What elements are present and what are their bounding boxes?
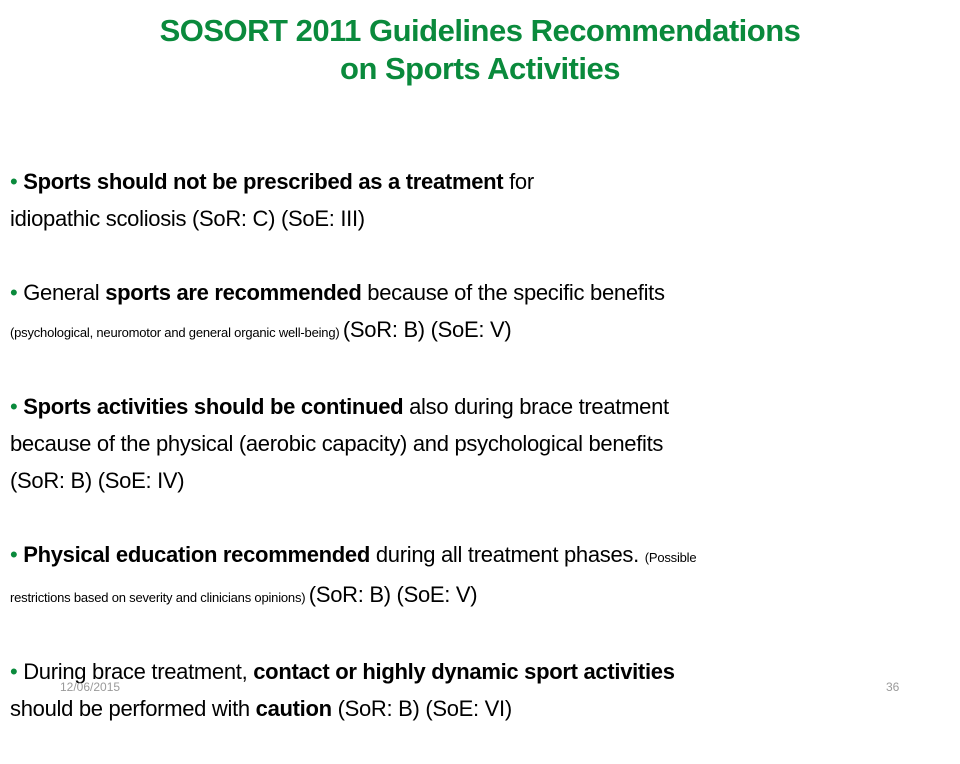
bullet-dot-icon: • bbox=[10, 394, 24, 419]
bold-text: caution bbox=[255, 696, 332, 721]
bullet-line: • General sports are recommended because… bbox=[10, 274, 950, 311]
bullet-line: (SoR: B) (SoE: IV) bbox=[10, 462, 950, 499]
text: during all treatment phases. bbox=[370, 542, 645, 567]
text: (SoR: B) (SoE: VI) bbox=[331, 696, 513, 721]
bold-text: sports are recommended bbox=[105, 280, 362, 305]
text: because of the specific benefits bbox=[361, 280, 665, 305]
bullet-dot-icon: • bbox=[10, 542, 24, 567]
bullet-line: • Sports activities should be continued … bbox=[10, 388, 950, 425]
small-text: (Possible bbox=[644, 550, 697, 565]
bullet-item: • Sports should not be prescribed as a t… bbox=[10, 163, 950, 237]
slide-title: SOSORT 2011 Guidelines Recommendations o… bbox=[0, 12, 960, 88]
bold-text: Sports activities should be continued bbox=[23, 394, 404, 419]
bullet-dot-icon: • bbox=[10, 659, 24, 684]
small-text: (psychological, neuromotor and general o… bbox=[10, 325, 343, 340]
bullet-line: should be performed with caution (SoR: B… bbox=[10, 690, 950, 727]
text: for bbox=[503, 169, 534, 194]
bullet-item: • Sports activities should be continued … bbox=[10, 388, 950, 499]
bold-text: Physical education recommended bbox=[23, 542, 371, 567]
title-line-2: on Sports Activities bbox=[340, 51, 620, 86]
bold-text: Sports should not be prescribed as a tre… bbox=[23, 169, 504, 194]
bullet-list: • Sports should not be prescribed as a t… bbox=[10, 163, 950, 764]
text: General bbox=[23, 280, 106, 305]
text: (SoR: B) (SoE: V) bbox=[342, 317, 512, 342]
bullet-line: restrictions based on severity and clini… bbox=[10, 576, 950, 616]
bullet-line: idiopathic scoliosis (SoR: C) (SoE: III) bbox=[10, 200, 950, 237]
text: because of the physical (aerobic capacit… bbox=[10, 431, 664, 456]
text: also during brace treatment bbox=[403, 394, 669, 419]
bullet-line: • Sports should not be prescribed as a t… bbox=[10, 163, 950, 200]
bullet-item: • General sports are recommended because… bbox=[10, 274, 950, 351]
text: should be performed with bbox=[10, 696, 256, 721]
bold-text: contact or highly dynamic sport activiti… bbox=[253, 659, 675, 684]
footer-date: 12/06/2015 bbox=[60, 680, 121, 694]
slide-number: 36 bbox=[886, 680, 900, 694]
bullet-dot-icon: • bbox=[10, 280, 24, 305]
bullet-line: • During brace treatment, contact or hig… bbox=[10, 653, 950, 690]
text: (SoR: B) (SoE: V) bbox=[308, 582, 478, 607]
text: (SoR: B) (SoE: IV) bbox=[10, 468, 185, 493]
bullet-line: (psychological, neuromotor and general o… bbox=[10, 311, 950, 351]
bullet-line: because of the physical (aerobic capacit… bbox=[10, 425, 950, 462]
bullet-item: • During brace treatment, contact or hig… bbox=[10, 653, 950, 727]
bullet-line: • Physical education recommended during … bbox=[10, 536, 950, 576]
text: idiopathic scoliosis (SoR: C) (SoE: III) bbox=[10, 206, 365, 231]
title-line-1: SOSORT 2011 Guidelines Recommendations bbox=[159, 13, 801, 48]
small-text: restrictions based on severity and clini… bbox=[10, 590, 309, 605]
text: During brace treatment, bbox=[23, 659, 254, 684]
bullet-dot-icon: • bbox=[10, 169, 24, 194]
bullet-item: • Physical education recommended during … bbox=[10, 536, 950, 616]
